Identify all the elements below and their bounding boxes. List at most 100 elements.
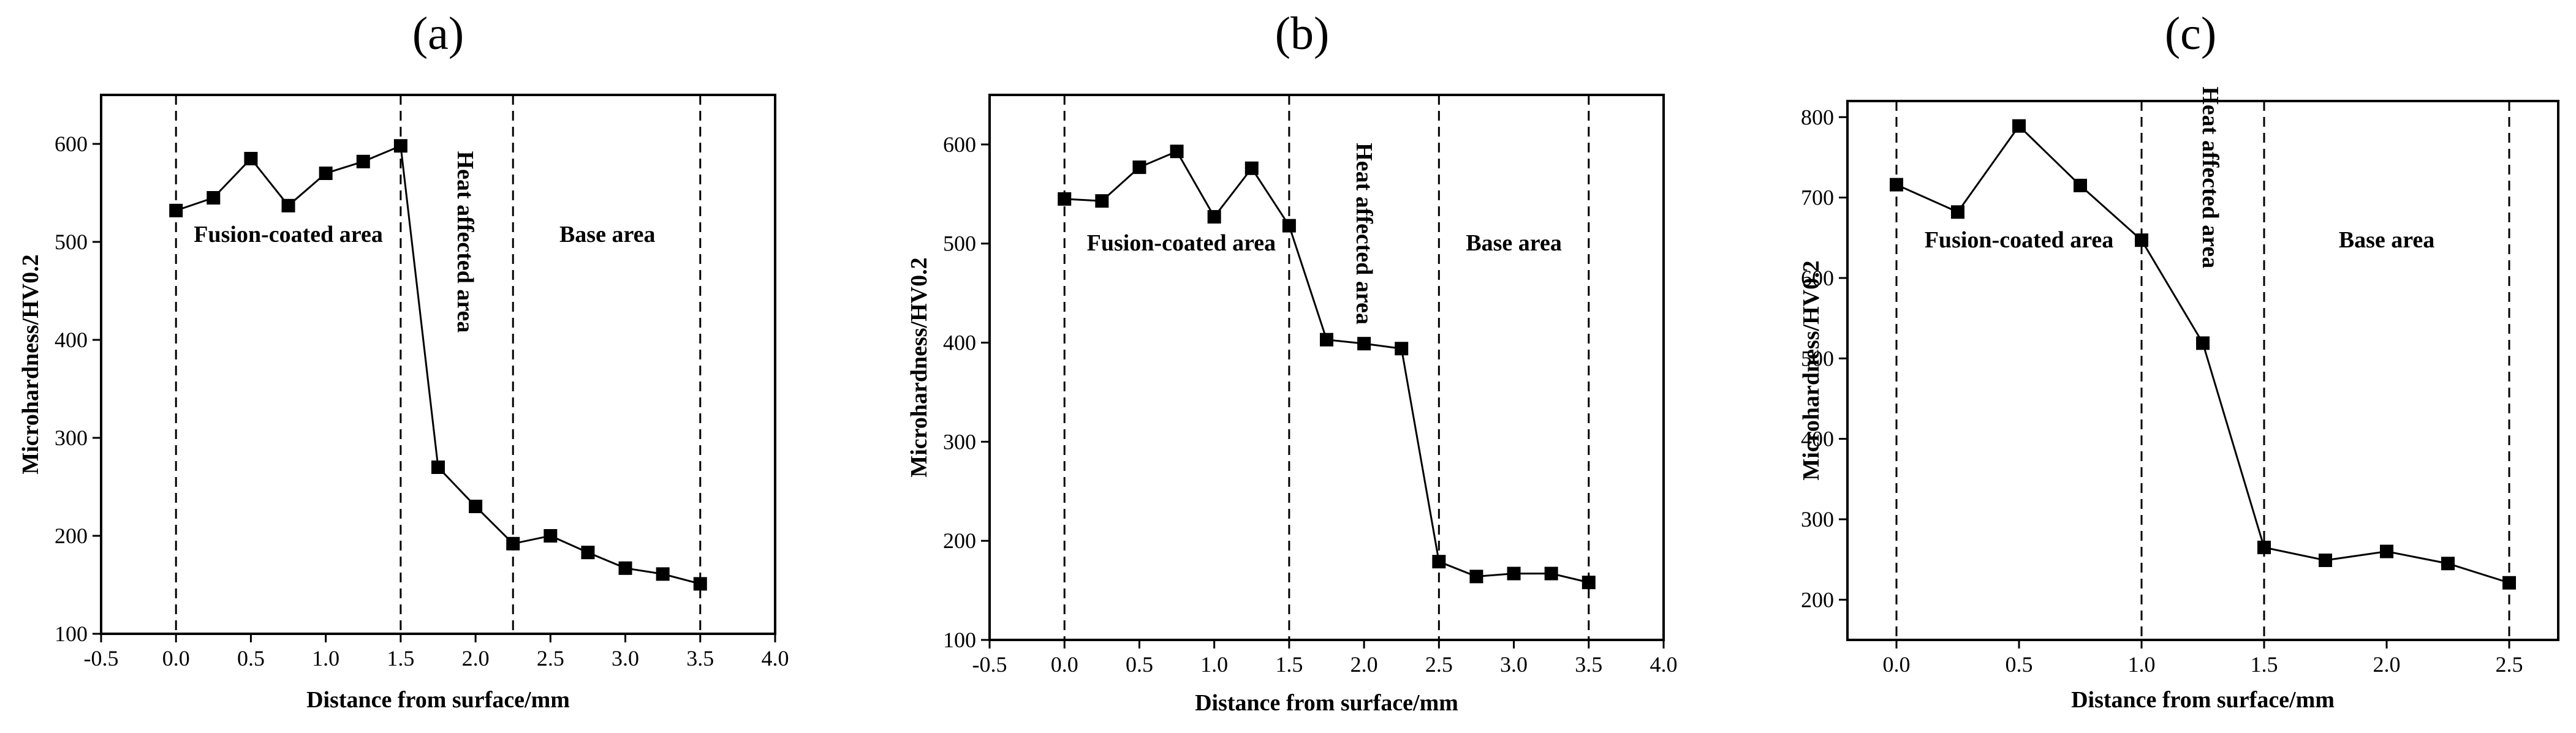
chart-panel-c: (c) Fusion-coated area Heat affected area… [1798,8,2559,713]
data-point-marker [393,139,407,153]
y-tick-label: 600 [1801,266,1834,290]
data-point-marker [1507,566,1521,581]
y-tick-label: 200 [1801,587,1834,612]
region-label: Heat affected area [452,151,478,333]
data-point-marker [506,536,520,551]
chart-panel-a: (a) Fusion-coated area Heat affected area… [18,8,789,713]
x-tick-label: 1.0 [1200,652,1228,677]
y-tick-label: 300 [55,426,88,450]
data-point-marker [281,198,295,212]
data-point-marker [356,154,370,168]
plot-frame [100,94,776,635]
data-point-marker [1544,566,1558,581]
data-point-marker [1170,145,1184,159]
y-tick-label: 100 [943,628,976,652]
x-tick-label: 4.0 [762,646,789,671]
data-point-marker [1244,161,1259,175]
x-tick-label: 3.5 [1575,652,1602,677]
x-tick-label: 2.5 [537,646,564,671]
region-label: Base area [1466,230,1562,256]
data-point-marker [1282,219,1296,233]
y-axis-title: Microhardness/HV0.2 [906,257,932,477]
data-point-marker [1432,555,1446,569]
y-tick-label: 400 [1801,427,1834,451]
x-axis-title: Distance from surface/mm [1195,690,1458,716]
region-label: Base area [2339,227,2435,253]
x-tick-label: -0.5 [84,646,119,671]
data-point-marker [244,152,258,165]
region-label: Fusion-coated area [1925,227,2114,253]
data-point-marker [581,546,595,560]
y-axis-title: Microhardness/HV0.2 [1798,260,1824,480]
x-tick-label: 1.0 [2128,652,2156,677]
data-point-marker [2441,557,2455,571]
data-point-marker [656,567,670,581]
plot-area: Fusion-coated area Heat affected area Base… [55,94,789,671]
x-tick-label: 1.5 [387,646,414,671]
data-point-marker [1132,160,1146,175]
data-point-marker [1058,192,1072,206]
data-point-marker [2319,553,2332,567]
x-axis-title: Distance from surface/mm [306,687,570,713]
data-point-marker [469,500,483,513]
data-point-marker [169,203,183,217]
data-point-marker [2380,544,2393,558]
x-tick-label: 1.5 [2251,652,2278,677]
data-point-marker [1395,342,1409,356]
data-point-marker [618,561,632,575]
data-point-marker [1582,576,1596,590]
plot-frame [1846,100,2559,641]
x-tick-label: 3.0 [1500,652,1528,677]
x-tick-label: 2.5 [2496,652,2523,677]
data-point-marker [2012,119,2026,133]
y-tick-label: 600 [943,132,976,157]
plot-area: Fusion-coated area Heat affected area Base… [943,94,1678,677]
x-tick-label: 0.5 [237,646,265,671]
plot-frame [988,94,1665,641]
y-tick-label: 300 [1801,507,1834,532]
data-point-marker [1469,569,1483,584]
y-tick-label: 500 [943,231,976,256]
x-tick-label: 0.0 [162,646,190,671]
y-tick-label: 400 [55,328,88,352]
data-point-marker [1951,205,1964,219]
x-axis-title: Distance from surface/mm [2071,687,2335,713]
plot-area: Fusion-coated area Heat affected area Base… [1801,86,2559,677]
x-tick-label: 3.0 [612,646,639,671]
x-tick-label: 0.0 [1883,652,1911,677]
data-point-marker [1095,194,1109,208]
panel-label: (c) [2165,8,2216,59]
data-point-marker [1207,210,1221,224]
y-tick-label: 100 [55,622,88,646]
y-tick-label: 300 [943,429,976,454]
x-tick-label: 0.5 [1126,652,1153,677]
region-label: Heat affected area [1351,143,1377,325]
y-tick-label: 400 [943,331,976,355]
x-tick-label: 3.5 [686,646,714,671]
region-label: Fusion-coated area [194,222,383,247]
y-tick-label: 500 [1801,346,1834,370]
x-tick-label: 1.0 [312,646,339,671]
x-tick-label: 2.5 [1425,652,1453,677]
region-label: Heat affected area [2197,86,2223,268]
data-point-marker [2074,178,2087,192]
panel-label: (a) [412,8,464,59]
data-point-marker [319,167,333,180]
data-point-marker [206,191,221,205]
x-tick-label: 2.0 [462,646,490,671]
region-label: Fusion-coated area [1087,230,1276,256]
region-label: Base area [559,222,656,247]
y-tick-label: 200 [943,528,976,553]
x-tick-label: 1.5 [1275,652,1303,677]
data-point-marker [1320,333,1333,347]
data-point-marker [2502,576,2516,590]
y-tick-label: 700 [1801,186,1834,210]
data-point-marker [2257,540,2271,554]
y-tick-label: 800 [1801,105,1834,129]
y-tick-label: 200 [55,524,88,548]
chart-panel-b: (b) Fusion-coated area Heat affected area… [906,8,1678,716]
data-point-marker [1890,178,1903,192]
data-point-marker [693,577,707,591]
data-point-marker [2135,233,2148,247]
